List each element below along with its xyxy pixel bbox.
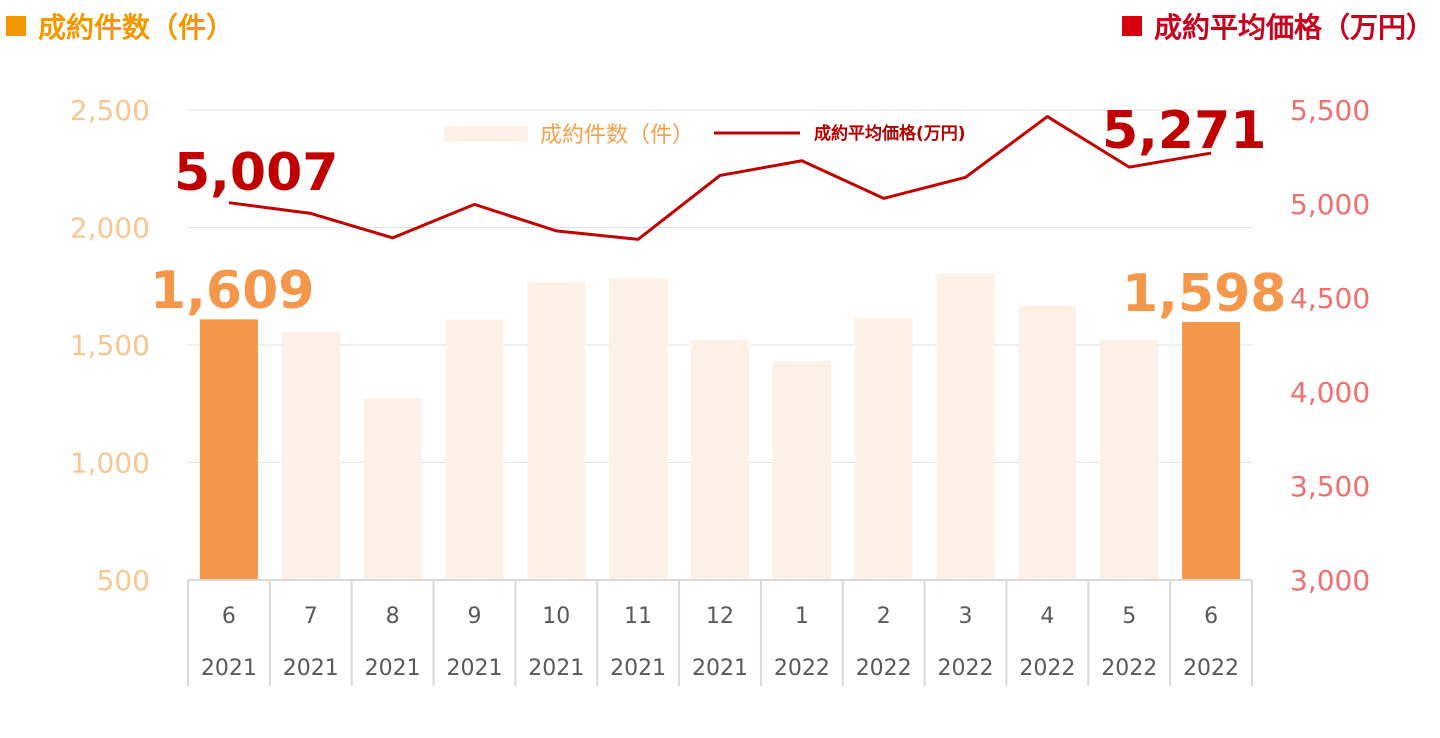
year-label: 2021 — [692, 656, 748, 681]
bar — [609, 278, 668, 580]
first-bar-value-label: 1,609 — [150, 261, 314, 321]
month-label: 1 — [795, 604, 809, 629]
left-tick-label: 500 — [97, 564, 150, 597]
bar — [854, 317, 913, 580]
right-tick-label: 4,000 — [1290, 376, 1370, 409]
right-tick-label: 3,500 — [1290, 470, 1370, 503]
bar — [1182, 321, 1241, 580]
right-tick-label: 4,500 — [1290, 282, 1370, 315]
month-label: 11 — [624, 604, 652, 629]
year-label: 2022 — [1183, 656, 1239, 681]
bar — [691, 339, 749, 580]
year-label: 2022 — [1101, 656, 1157, 681]
year-label: 2021 — [201, 656, 257, 681]
left-tick-label: 1,500 — [70, 329, 150, 362]
bar — [1018, 305, 1077, 580]
year-label: 2021 — [283, 656, 339, 681]
year-label: 2022 — [1019, 656, 1075, 681]
month-label: 9 — [467, 604, 481, 629]
legend-bar-label: 成約件数（件） — [540, 123, 694, 148]
orange-square-icon — [6, 16, 26, 36]
left-axis-title-text: 成約件数（件） — [38, 11, 235, 44]
right-axis-title-text: 成約平均価格（万円） — [1153, 11, 1434, 44]
left-tick-label: 2,000 — [70, 212, 150, 245]
year-label: 2022 — [774, 656, 830, 681]
last-bar-value-label: 1,598 — [1122, 264, 1286, 324]
price-line — [228, 115, 1212, 241]
year-label: 2022 — [938, 656, 994, 681]
month-label: 12 — [706, 604, 734, 629]
month-label: 6 — [1204, 604, 1218, 629]
year-label: 2021 — [365, 656, 421, 681]
year-label: 2021 — [528, 656, 584, 681]
last-line-value-label: 5,271 — [1102, 101, 1266, 161]
red-square-icon — [1121, 16, 1142, 36]
left-tick-label: 2,500 — [70, 94, 150, 127]
month-label: 6 — [222, 604, 236, 629]
right-tick-label: 5,000 — [1290, 188, 1370, 221]
year-label: 2022 — [856, 656, 912, 681]
right-tick-label: 5,500 — [1290, 94, 1370, 127]
month-label: 4 — [1040, 604, 1054, 629]
month-label: 2 — [877, 604, 891, 629]
right-axis-title: 成約平均価格（万円） — [1121, 6, 1434, 46]
bar — [363, 398, 422, 580]
right-tick-label: 3,000 — [1290, 564, 1370, 597]
first-line-value-label: 5,007 — [174, 143, 338, 203]
month-label: 10 — [542, 604, 570, 629]
month-label: 3 — [959, 604, 973, 629]
legend-bar-swatch — [444, 126, 528, 142]
year-label: 2021 — [446, 656, 502, 681]
bar — [1100, 340, 1159, 580]
left-axis-title: 成約件数（件） — [6, 6, 234, 46]
legend-line-label: 成約平均価格(万円) — [814, 123, 966, 144]
bar — [199, 319, 258, 580]
year-label: 2021 — [610, 656, 666, 681]
month-label: 8 — [386, 604, 400, 629]
bar — [281, 332, 340, 580]
bar — [772, 360, 831, 580]
month-label: 7 — [304, 604, 318, 629]
month-label: 5 — [1122, 604, 1136, 629]
bar — [936, 273, 995, 580]
left-tick-label: 1,000 — [70, 447, 150, 480]
bar — [445, 319, 504, 580]
bar — [527, 282, 586, 580]
